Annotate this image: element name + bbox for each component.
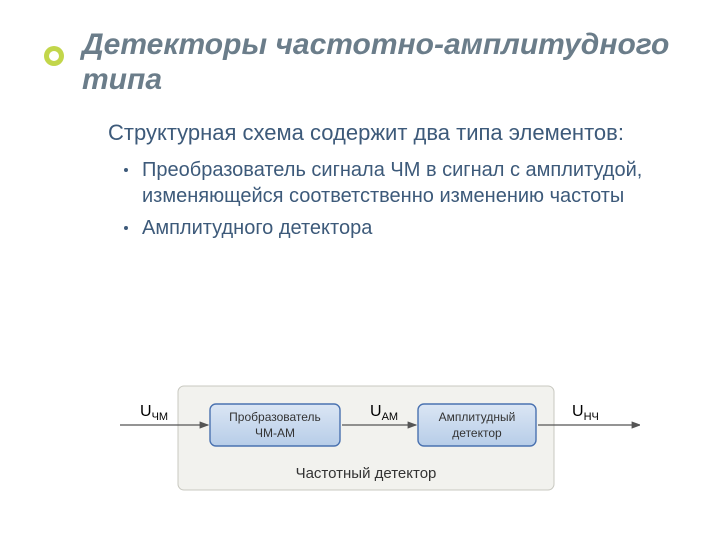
- svg-text:UЧМ: UЧМ: [140, 403, 168, 423]
- bullet-list: Преобразователь сигнала ЧМ в сигнал с ам…: [108, 157, 666, 241]
- bullet-item: Преобразователь сигнала ЧМ в сигнал с ам…: [124, 157, 666, 209]
- slide-title: Детекторы частотно-амплитудного типа: [82, 28, 676, 97]
- bullet-item: Амплитудного детектора: [124, 215, 666, 241]
- lead-text: Структурная схема содержит два типа элем…: [108, 119, 666, 147]
- svg-text:ЧМ-АМ: ЧМ-АМ: [255, 426, 295, 440]
- block-diagram: Пробразователь ЧМ-АМ Амплитудный детектор Ча…: [120, 380, 640, 500]
- svg-text:Частотный детектор: Частотный детектор: [296, 465, 437, 482]
- svg-text:Пробразователь: Пробразователь: [229, 410, 321, 424]
- svg-text:детектор: детектор: [452, 426, 502, 440]
- title-bullet-ring: [44, 46, 64, 66]
- svg-text:Амплитудный: Амплитудный: [439, 410, 516, 424]
- svg-text:UНЧ: UНЧ: [572, 403, 599, 423]
